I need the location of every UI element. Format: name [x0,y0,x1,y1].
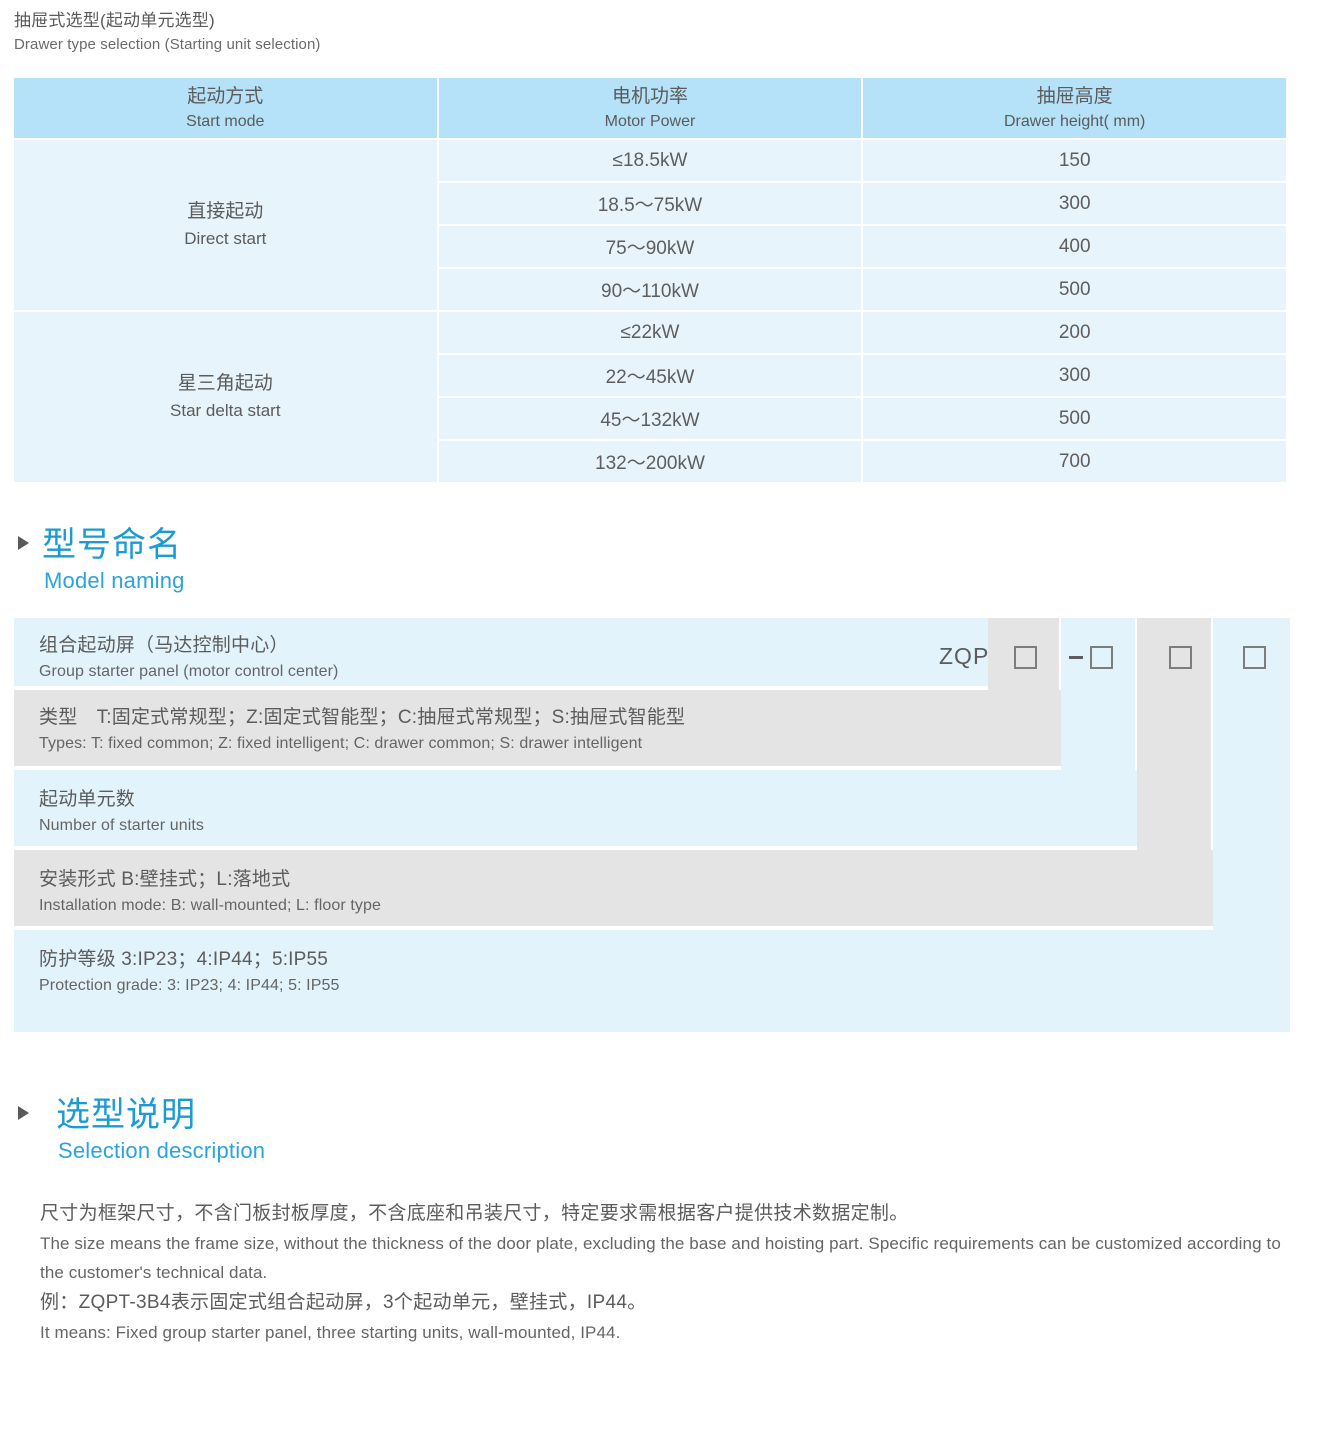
cell-drawer-height: 150 [863,140,1286,183]
cell-drawer-height: 200 [863,312,1286,355]
cell-motor-power: 132～200kW [438,441,864,484]
naming-row-product: 组合起动屏（马达控制中心） Group starter panel (motor… [14,618,988,688]
cell-motor-power: 90～110kW [438,269,864,312]
cell-drawer-height: 400 [863,226,1286,269]
naming-row-protection-cn: 防护等级 3:IP23；4:IP44；5:IP55 [39,949,329,970]
table-row: 22～45kW 300 [14,355,1286,398]
section-heading-selection-description-en: Selection description [58,1138,266,1163]
section-heading-model-naming-en: Model naming [44,568,185,593]
group-label-direct-start-en: Direct start [184,229,267,248]
group-label-star-delta-start-cn: 星三角起动 [177,373,273,394]
model-code-placeholder-unit-count [1090,646,1113,669]
naming-row-installation-cn: 安装形式 B:壁挂式；L:落地式 [39,869,291,890]
table-row: 星三角起动 Star delta start ≤22kW 200 [14,312,1286,484]
model-naming-diagram: 组合起动屏（马达控制中心） Group starter panel (motor… [14,618,1290,1032]
table-body: 直接起动 Direct start ≤18.5kW 150 18.5～75kW … [14,140,1286,484]
column-header-drawer-height-cn: 抽屉高度 [1036,85,1113,107]
selection-description-line-cn-2: 例：ZQPT-3B4表示固定式组合起动屏，3个起动单元，壁挂式，IP44。 [40,1292,647,1313]
column-header-motor-power-en: Motor Power [604,112,696,130]
model-code-hyphen [1069,656,1083,659]
column-header-start-mode-en: Start mode [186,112,265,130]
table-row: 75～90kW 400 [14,226,1286,269]
section-heading-model-naming: 型号命名 Model naming [18,524,185,596]
selection-description-line-en-1: The size means the frame size, without t… [40,1234,1281,1282]
column-header-drawer-height: 抽屉高度 Drawer height( mm) [863,78,1286,140]
naming-row-unit-count: 起动单元数 Number of starter units [14,770,1137,848]
cell-motor-power: ≤18.5kW [438,140,864,183]
naming-row-protection-en: Protection grade: 3: IP23; 4: IP44; 5: I… [39,977,340,994]
naming-row-type-en: Types: T: fixed common; Z: fixed intelli… [39,735,643,752]
cell-drawer-height: 500 [863,398,1286,441]
table-row: 90～110kW 500 [14,269,1286,312]
intro-title-cn: 抽屉式选型(起动单元选型) [14,11,215,30]
drawer-selection-table: 起动方式 Start mode 电机功率 Motor Power 抽屉高度 Dr… [14,78,1286,484]
page-intro: 抽屉式选型(起动单元选型) Drawer type selection (Sta… [14,8,914,57]
model-code-prefix: ZQP [939,643,990,669]
cell-motor-power: 75～90kW [438,226,864,269]
column-header-motor-power: 电机功率 Motor Power [438,78,864,140]
table-row: 132～200kW 700 [14,441,1286,484]
group-label-direct-start-cn: 直接起动 [187,201,264,222]
model-code-placeholder-installation [1169,646,1192,669]
table-row: 18.5～75kW 300 [14,183,1286,226]
naming-row-installation-en: Installation mode: B: wall-mounted; L: f… [39,897,381,914]
column-header-drawer-height-en: Drawer height( mm) [1003,112,1146,130]
model-code-placeholder-type [1014,646,1037,669]
cell-drawer-height: 500 [863,269,1286,312]
naming-row-protection: 防护等级 3:IP23；4:IP44；5:IP55 Protection gra… [14,930,1290,1032]
column-header-motor-power-cn: 电机功率 [611,85,688,107]
naming-row-product-en: Group starter panel (motor control cente… [39,663,339,680]
naming-row-product-cn: 组合起动屏（马达控制中心） [39,635,289,656]
selection-description-line-cn-1: 尺寸为框架尺寸，不含门板封板厚度，不含底座和吊装尺寸，特定要求需根据客户提供技术… [40,1203,909,1224]
group-label-direct-start: 直接起动 Direct start [14,140,439,312]
selection-description-body: 尺寸为框架尺寸，不含门板封板厚度，不含底座和吊装尺寸，特定要求需根据客户提供技术… [40,1198,1290,1347]
intro-title-en: Drawer type selection (Starting unit sel… [14,36,321,53]
group-label-star-delta-start: 星三角起动 Star delta start [14,312,439,484]
triangle-right-icon [18,1106,29,1120]
section-heading-selection-description-cn: 选型说明 [56,1096,196,1134]
naming-row-unit-count-en: Number of starter units [39,817,205,834]
section-heading-selection-description: 选型说明 Selection description [18,1094,265,1166]
naming-row-type: 类型 T:固定式常规型；Z:固定式智能型；C:抽屉式常规型；S:抽屉式智能型 T… [14,690,1061,768]
cell-drawer-height: 300 [863,183,1286,226]
table-row: 45～132kW 500 [14,398,1286,441]
naming-row-type-cn: 类型 T:固定式常规型；Z:固定式智能型；C:抽屉式常规型；S:抽屉式智能型 [39,707,686,728]
table-header: 起动方式 Start mode 电机功率 Motor Power 抽屉高度 Dr… [14,78,1286,140]
column-header-start-mode: 起动方式 Start mode [14,78,439,140]
cell-motor-power: 22～45kW [438,355,864,398]
model-code-placeholder-protection [1243,646,1266,669]
naming-row-unit-count-cn: 起动单元数 [39,789,136,810]
selection-description-line-en-2: It means: Fixed group starter panel, thr… [40,1323,621,1342]
table-row: 直接起动 Direct start ≤18.5kW 150 [14,140,1286,312]
cell-drawer-height: 700 [863,441,1286,484]
column-header-start-mode-cn: 起动方式 [187,85,264,107]
cell-motor-power: 45～132kW [438,398,864,441]
group-label-star-delta-start-en: Star delta start [170,401,281,420]
table-header-row: 起动方式 Start mode 电机功率 Motor Power 抽屉高度 Dr… [14,78,1286,140]
naming-row-installation: 安装形式 B:壁挂式；L:落地式 Installation mode: B: w… [14,850,1213,928]
triangle-right-icon [18,536,29,550]
cell-motor-power: ≤22kW [438,312,864,355]
cell-motor-power: 18.5～75kW [438,183,864,226]
cell-drawer-height: 300 [863,355,1286,398]
section-heading-model-naming-cn: 型号命名 [42,526,182,564]
